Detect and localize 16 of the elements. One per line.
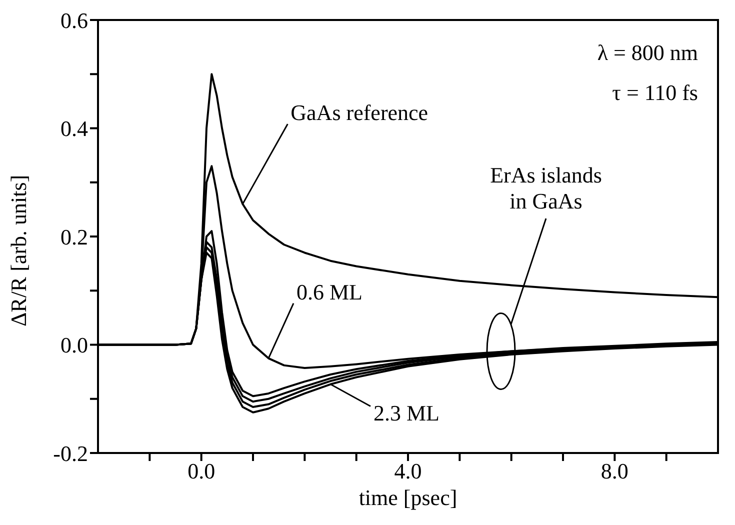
y-tick-label: 0.4 [60,116,88,142]
x-tick-label: 4.0 [394,458,422,484]
annotation: GaAs reference [290,100,428,126]
y-tick-label: 0.6 [60,8,88,33]
y-axis-title: ΔR/R [arb. units] [6,174,31,326]
y-tick-label: -0.2 [53,440,88,466]
x-tick-label: 8.0 [600,458,628,484]
y-tick-label: 0.2 [60,224,88,250]
x-tick-label: 0.0 [188,458,216,484]
annotation: τ = 110 fs [612,80,698,105]
y-tick-label: 0.0 [60,332,88,358]
x-axis-title: time [psec] [358,485,458,510]
annotation: ErAs islands in GaAs [490,162,602,214]
annotation: 2.3 ML [374,400,440,426]
annotation: λ = 800 nm [597,40,698,65]
annotation: 0.6 ML [296,279,362,304]
